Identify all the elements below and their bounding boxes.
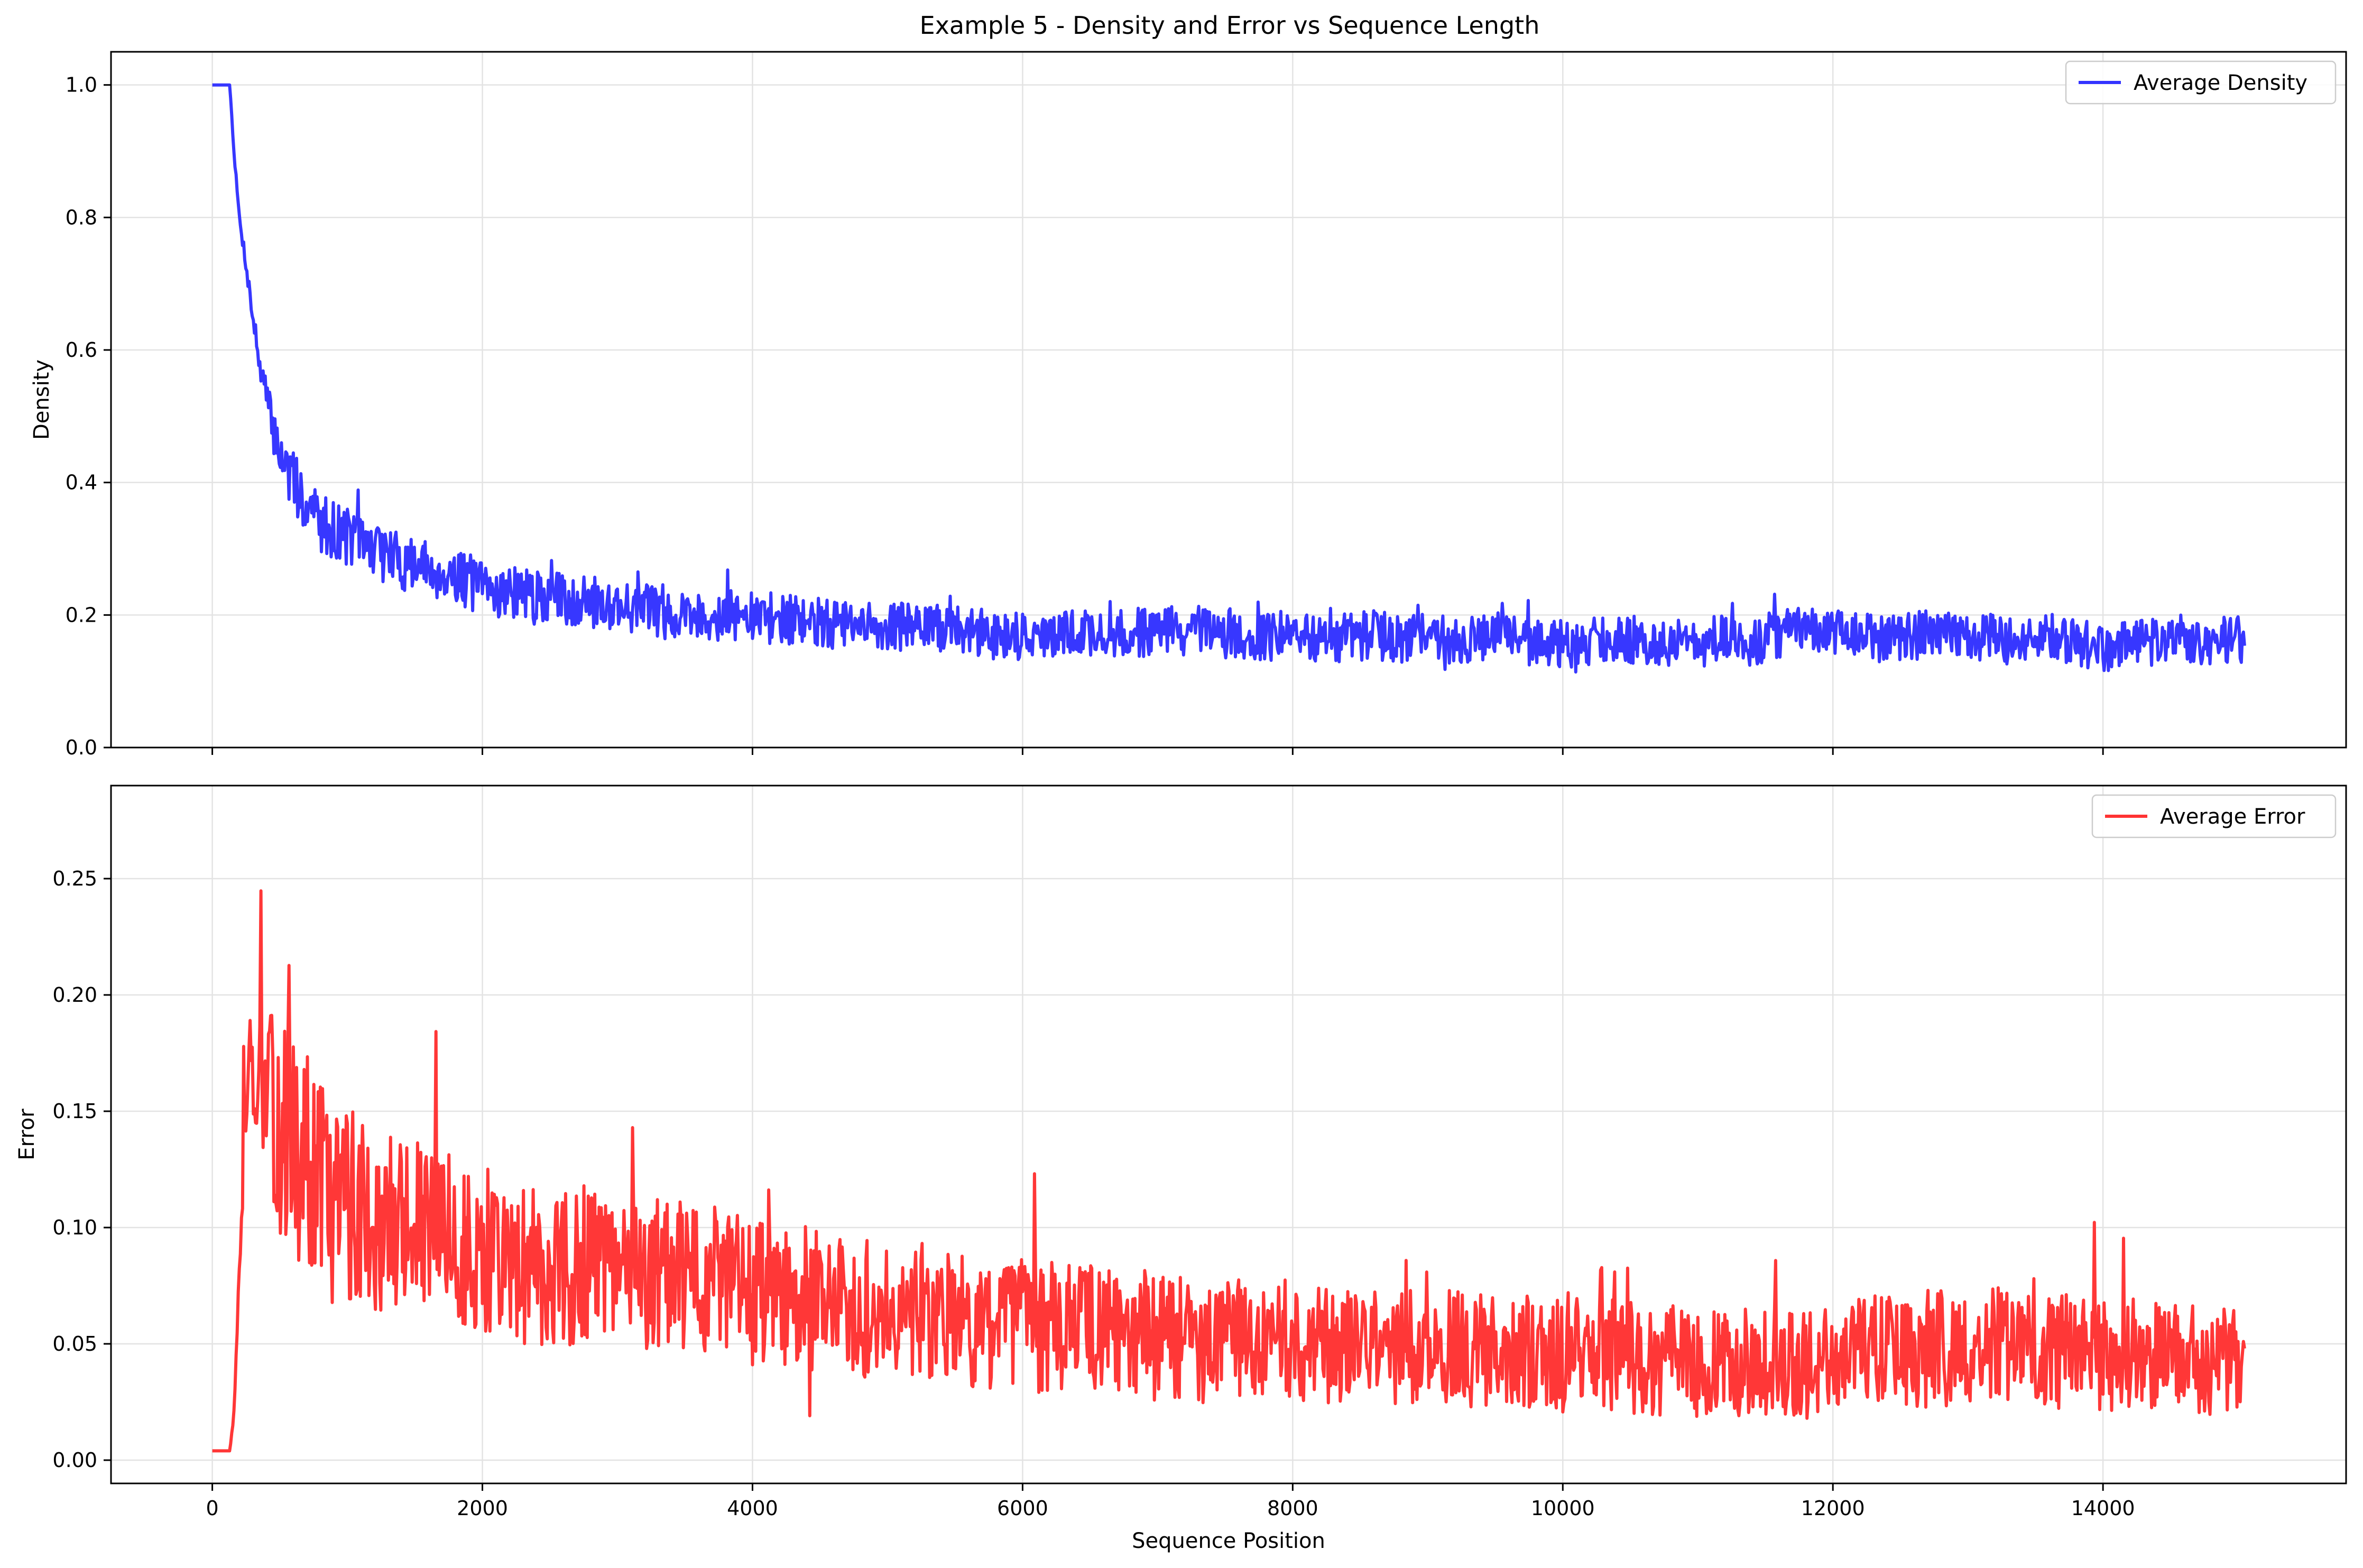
density-series-line	[211, 83, 2246, 674]
density-axes-frame	[110, 51, 2347, 749]
density-y-tick-label: 0.4	[66, 471, 97, 494]
error-series-line	[211, 889, 2246, 1453]
density-y-tick-label: 0.2	[66, 603, 97, 626]
error-x-tick-label: 4000	[727, 1497, 778, 1520]
density-y-tick-label: 1.0	[66, 73, 97, 97]
density-y-tick-label: 0.8	[66, 206, 97, 229]
error-legend-label: Average Error	[2160, 805, 2305, 829]
error-x-tick-label: 2000	[457, 1497, 508, 1520]
error-y-axis-label: Error	[15, 1109, 39, 1160]
chart-title: Example 5 - Density and Error vs Sequenc…	[920, 11, 1540, 40]
error-axes-frame	[110, 785, 2347, 1484]
error-x-axis-label: Sequence Position	[1132, 1529, 1325, 1553]
density-legend-box	[2065, 60, 2337, 105]
density-y-tick-label: 0.0	[66, 736, 97, 759]
error-x-tick-label: 10000	[1531, 1497, 1595, 1520]
error-legend-box	[2091, 794, 2337, 838]
error-y-tick-label: 0.20	[52, 983, 97, 1007]
error-x-tick-label: 14000	[2071, 1497, 2135, 1520]
error-y-tick-label: 0.05	[52, 1332, 97, 1355]
error-y-tick-label: 0.25	[52, 867, 97, 890]
error-legend: Average Error	[2091, 794, 2337, 838]
error-x-tick-label: 8000	[1267, 1497, 1318, 1520]
density-legend: Average Density	[2065, 60, 2337, 105]
density-legend-label: Average Density	[2134, 71, 2307, 95]
error-x-tick-label: 0	[206, 1497, 219, 1520]
density-panel: 0.0 0.2 0.4 0.6 0.8 1.0 Density Average Density	[30, 51, 2347, 759]
error-y-tick-label: 0.15	[52, 1100, 97, 1123]
error-x-tick-label: 12000	[1801, 1497, 1865, 1520]
density-y-tick-label: 0.6	[66, 338, 97, 362]
error-x-tick-label: 6000	[997, 1497, 1048, 1520]
error-panel: 0 2000 4000 6000 8000 10000 12000 14000 0.00 0.05…	[15, 785, 2347, 1553]
density-y-axis-label: Density	[30, 359, 54, 440]
error-y-tick-label: 0.00	[52, 1449, 97, 1472]
error-y-tick-label: 0.10	[52, 1216, 97, 1239]
